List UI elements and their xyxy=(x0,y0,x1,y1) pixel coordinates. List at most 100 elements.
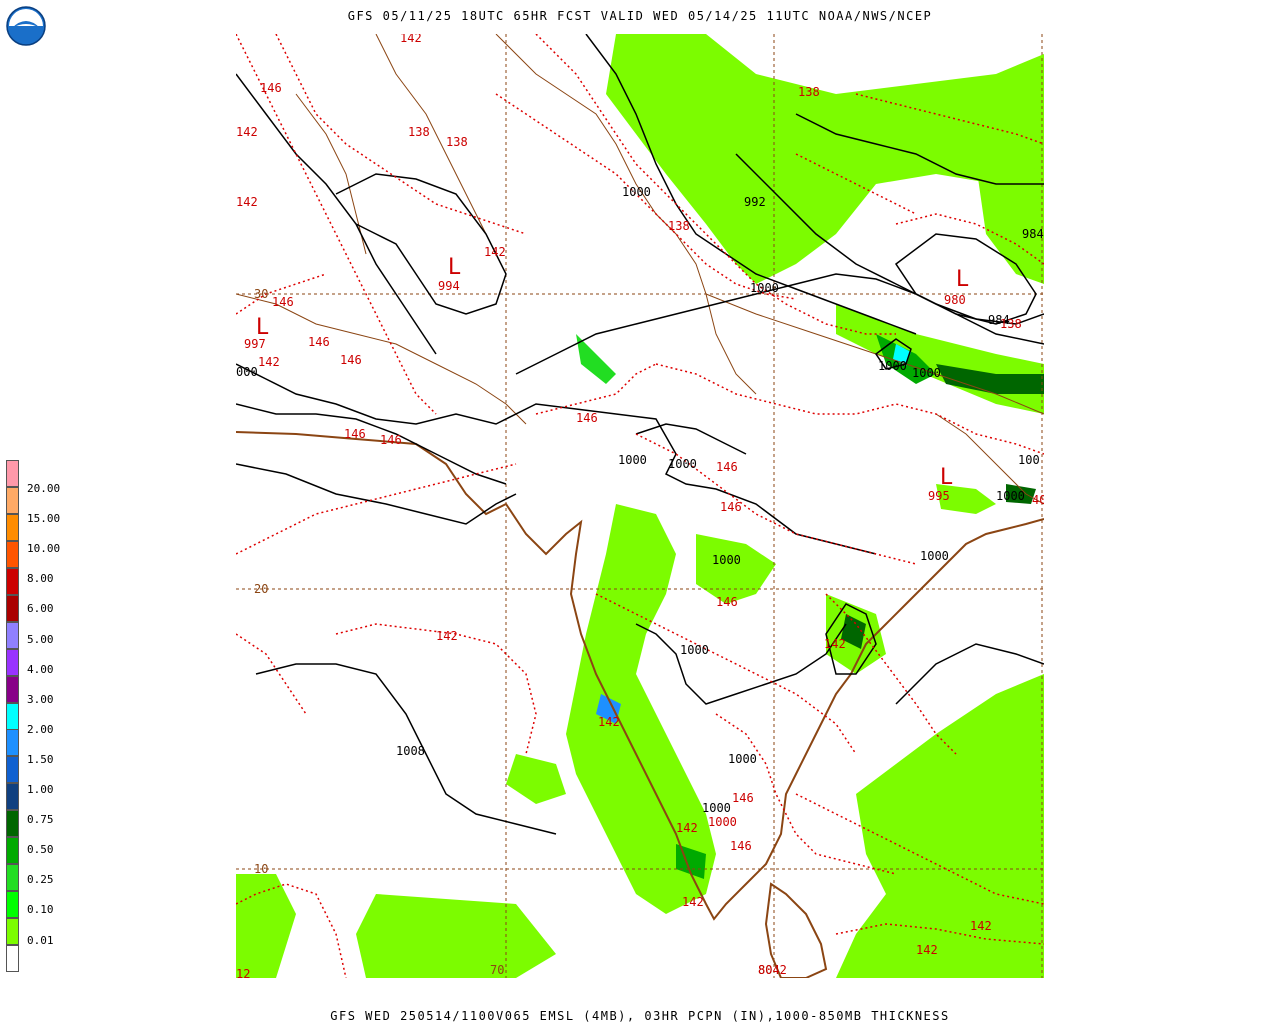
thickness-label: 138 xyxy=(668,219,690,233)
lon-label-80: 80 xyxy=(758,963,772,977)
thickness-label: 142 xyxy=(598,715,620,729)
low-center-value: 995 xyxy=(928,489,950,503)
thickness-label: 146 xyxy=(716,460,738,474)
thickness-label: 142 xyxy=(400,34,422,45)
thickness-label: 146 xyxy=(732,791,754,805)
isobar-label: 1000 xyxy=(878,359,907,373)
low-center-letter: L xyxy=(256,315,269,340)
legend-swatch xyxy=(6,756,19,784)
thickness-contours xyxy=(236,34,1044,978)
low-center-letter: L xyxy=(448,255,461,280)
thickness-label: 142 xyxy=(970,919,992,933)
legend-label: 0.25 xyxy=(27,873,54,887)
legend-label: 8.00 xyxy=(27,572,54,586)
legend-label: 1.50 xyxy=(27,752,54,766)
thickness-label: 146 xyxy=(576,411,598,425)
isobar-label: 992 xyxy=(744,195,766,209)
thickness-label: 142 xyxy=(236,195,258,209)
thickness-label: 146 xyxy=(716,595,738,609)
legend-label: 4.00 xyxy=(27,662,54,676)
isobar-label: 984 xyxy=(1022,227,1044,241)
low-center-letter: L xyxy=(940,465,953,490)
thickness-label: 146 xyxy=(308,335,330,349)
thickness-label: 142 xyxy=(236,125,258,139)
legend-label: 0.10 xyxy=(27,903,54,917)
thickness-label: 146 xyxy=(272,295,294,309)
isobar-label: 1000 xyxy=(750,281,779,295)
legend-swatch xyxy=(6,567,19,595)
thickness-label: 142 xyxy=(916,943,938,957)
legend-swatch xyxy=(6,702,19,730)
legend-swatch xyxy=(6,783,19,811)
thickness-label: 142 xyxy=(484,245,506,259)
thickness-label: 146 xyxy=(344,427,366,441)
isobar-label: 1000 xyxy=(920,549,949,563)
thickness-label: 138 xyxy=(798,85,820,99)
isobar-label: 100 xyxy=(1018,453,1040,467)
isobar-label: 1000 xyxy=(708,815,737,829)
legend-swatch xyxy=(6,945,19,973)
legend-label: 5.00 xyxy=(27,632,54,646)
precipitation-shading xyxy=(236,34,1044,978)
chart-title: GFS 05/11/25 18UTC 65HR FCST VALID WED 0… xyxy=(347,9,933,23)
thickness-label: 142 xyxy=(436,629,458,643)
thickness-label: 146 xyxy=(720,500,742,514)
legend-swatch xyxy=(6,891,19,919)
legend-label: 0.50 xyxy=(27,843,54,857)
legend-swatch xyxy=(6,837,19,865)
thickness-label: 142 xyxy=(824,637,846,651)
isobar-label: 1000 xyxy=(912,366,941,380)
thickness-label: 138 xyxy=(408,125,430,139)
thickness-label: 146 xyxy=(260,81,282,95)
legend-label: 0.75 xyxy=(27,813,54,827)
weather-map: 30 20 10 70 80 L 994 L 997 L 980 L 995 1… xyxy=(236,34,1044,978)
legend-swatch xyxy=(6,540,19,568)
lat-label-10: 10 xyxy=(254,862,268,876)
legend-swatch xyxy=(6,486,19,514)
low-center-letter: L xyxy=(956,267,969,292)
thickness-label: 40 xyxy=(1032,493,1044,507)
thickness-label: 146 xyxy=(340,353,362,367)
legend-swatch xyxy=(6,729,19,757)
isobar-label: 1000 xyxy=(728,752,757,766)
legend-label: 15.00 xyxy=(27,512,61,526)
legend-swatch xyxy=(6,513,19,541)
legend-swatch xyxy=(6,810,19,838)
lat-label-20: 20 xyxy=(254,582,268,596)
coastlines xyxy=(236,431,1044,978)
legend-swatch xyxy=(6,621,19,649)
isobars xyxy=(236,34,1044,835)
heavy-precipitation xyxy=(576,334,1044,879)
legend-swatch xyxy=(6,864,19,892)
lat-label-30: 30 xyxy=(254,287,268,301)
thickness-label: 146 xyxy=(380,433,402,447)
legend-swatch xyxy=(6,675,19,703)
thickness-label: 146 xyxy=(730,839,752,853)
legend-label: 6.00 xyxy=(27,602,54,616)
legend-label: 10.00 xyxy=(27,542,61,556)
map-canvas: 30 20 10 70 80 L 994 L 997 L 980 L 995 1… xyxy=(236,34,1044,978)
legend-label: 1.00 xyxy=(27,783,54,796)
thickness-label: 138 xyxy=(1000,317,1022,331)
isobar-label: 1008 xyxy=(396,744,425,758)
legend-label: 3.00 xyxy=(27,692,54,706)
legend-label: 2.00 xyxy=(27,722,54,736)
legend-swatch xyxy=(6,594,19,622)
isobar-label: 1000 xyxy=(712,553,741,567)
thickness-label: 142 xyxy=(258,355,280,369)
legend-swatch xyxy=(6,918,19,946)
thickness-label: 142 xyxy=(682,895,704,909)
low-center-value: 994 xyxy=(438,279,460,293)
low-center-value: 997 xyxy=(244,337,266,351)
thickness-label: 142 xyxy=(676,821,698,835)
lon-label-70: 70 xyxy=(490,963,504,977)
noaa-logo xyxy=(6,6,46,46)
isobar-label: 1000 xyxy=(668,457,697,471)
isobar-label: 1000 xyxy=(618,453,647,467)
legend-swatch xyxy=(6,460,19,487)
chart-footer: GFS WED 250514/1100V065 EMSL (4MB), 03HR… xyxy=(330,1009,950,1023)
thickness-label: 138 xyxy=(446,135,468,149)
isobar-label: 000 xyxy=(236,365,258,379)
legend-swatch xyxy=(6,648,19,676)
isobar-label: 984 xyxy=(988,313,1010,327)
